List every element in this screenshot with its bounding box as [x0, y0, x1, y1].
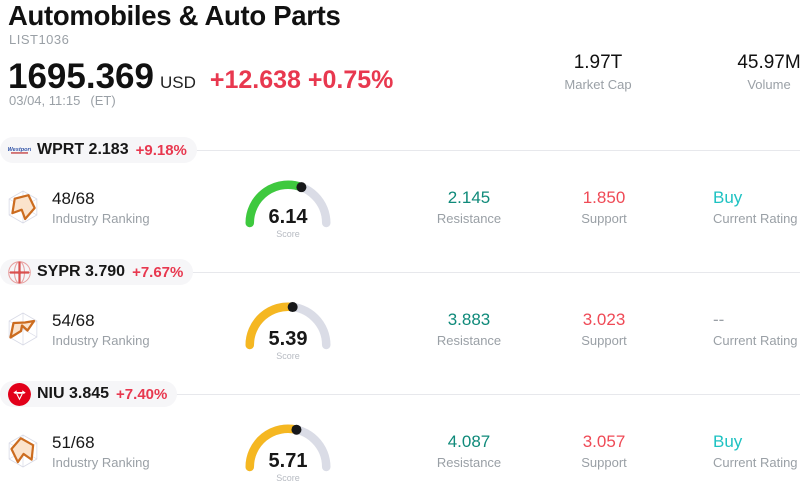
svg-text:Westport: Westport — [8, 146, 31, 152]
